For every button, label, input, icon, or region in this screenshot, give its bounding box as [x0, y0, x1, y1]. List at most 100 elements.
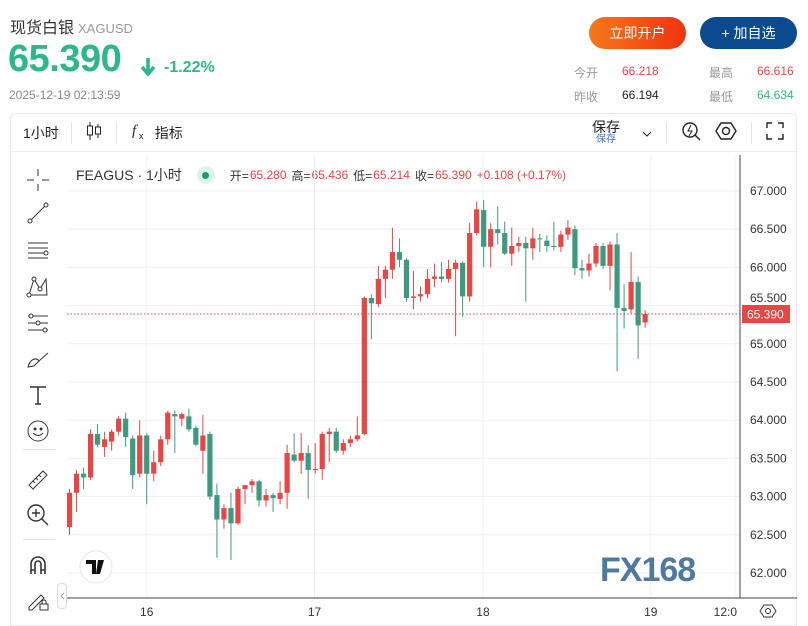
- tradingview-logo-mark: [86, 560, 104, 574]
- divider: [23, 539, 55, 540]
- high-value: 66.616: [757, 64, 794, 78]
- text-icon[interactable]: [25, 382, 51, 408]
- candle-body: [193, 427, 199, 445]
- divider: [751, 121, 752, 144]
- candle-body: [235, 488, 241, 524]
- pattern-icon[interactable]: [25, 274, 51, 300]
- candle-type-icon[interactable]: [86, 121, 102, 144]
- candle-body: [340, 443, 346, 451]
- save-button[interactable]: 保存 保存: [592, 120, 620, 145]
- interval-button[interactable]: 1小时: [23, 124, 59, 141]
- timestamp: 2025-12-19 02:13:59: [9, 88, 121, 102]
- y-tick-label: 63.000: [750, 490, 787, 504]
- candle-body: [467, 233, 473, 297]
- candle-body: [87, 433, 94, 478]
- candle-body: [221, 508, 227, 520]
- add-watchlist-button[interactable]: + 加自选: [700, 17, 797, 49]
- candle-body: [249, 481, 255, 486]
- x-tick-label: 17: [308, 605, 322, 619]
- candle-body: [73, 473, 80, 493]
- chevron-down-icon[interactable]: [642, 125, 652, 141]
- settings-icon[interactable]: [715, 121, 737, 144]
- candle-body: [424, 278, 431, 295]
- candle-body: [94, 433, 101, 445]
- candle-body: [179, 414, 185, 419]
- crosshair-icon[interactable]: [25, 167, 51, 193]
- open-account-button[interactable]: 立即开户: [589, 17, 686, 49]
- brush-icon[interactable]: [25, 346, 51, 372]
- low-value: 64.634: [757, 88, 794, 102]
- candle-body: [137, 435, 143, 474]
- candle-body: [200, 435, 206, 451]
- candle-body: [628, 281, 634, 310]
- zoom-in-icon[interactable]: [25, 502, 51, 528]
- axis-settings-icon[interactable]: [759, 604, 777, 618]
- low-label: 最低: [709, 90, 734, 104]
- candle-body: [326, 431, 332, 434]
- magnet-icon[interactable]: [25, 552, 51, 578]
- candle-body: [214, 495, 220, 520]
- svg-text:x: x: [139, 131, 144, 141]
- candle-body: [460, 262, 466, 297]
- ruler-icon[interactable]: [25, 467, 51, 493]
- candle-body: [445, 268, 452, 279]
- candle-body: [361, 297, 367, 434]
- trend-line-icon[interactable]: [25, 200, 51, 226]
- legend-open: 65.280: [249, 168, 287, 182]
- last-price-badge: [742, 305, 790, 324]
- drawing-toolbar: [11, 155, 67, 626]
- candle-body: [509, 246, 515, 254]
- collapse-toolbar-button[interactable]: [57, 583, 67, 609]
- indicators-button[interactable]: 指标: [154, 124, 183, 141]
- y-tick-label: 65.500: [750, 291, 787, 305]
- y-tick-label: 62.000: [750, 566, 787, 580]
- candle-body: [579, 268, 585, 271]
- candle-body: [263, 495, 269, 501]
- legend-symbol: FEAGUS · 1小时: [76, 167, 182, 183]
- candle-body: [438, 276, 445, 279]
- candlestick-chart[interactable]: 67.000 66.500 66.000 65.500 65.000 64.500 64.0…: [67, 155, 797, 626]
- candle-body: [481, 210, 487, 247]
- svg-text:f: f: [132, 123, 138, 139]
- emoji-icon[interactable]: [25, 418, 51, 444]
- axis-settings-shape: [759, 604, 777, 618]
- candle-body: [417, 294, 424, 297]
- candle-body: [144, 435, 150, 474]
- lock-pencil-icon[interactable]: [25, 587, 51, 613]
- candle-body: [319, 433, 325, 470]
- candle-body: [565, 227, 571, 235]
- candle-body: [270, 495, 276, 499]
- candle-body: [635, 281, 641, 326]
- quick-search-icon[interactable]: [681, 121, 701, 144]
- candle-body: [410, 296, 417, 298]
- candle-body: [312, 469, 318, 471]
- candle-body: [642, 314, 648, 323]
- save-sub-label: 保存: [596, 133, 616, 145]
- candle-body: [67, 492, 73, 528]
- x-tick-label: 16: [140, 605, 154, 619]
- candle-body: [242, 485, 248, 489]
- horizontal-lines-icon[interactable]: [25, 237, 51, 263]
- fullscreen-icon[interactable]: [766, 122, 784, 143]
- candle-body: [333, 431, 339, 451]
- legend-close: 65.390: [434, 168, 472, 182]
- prev-close-label: 昨收: [574, 90, 599, 104]
- tradingview-logo: [79, 550, 113, 584]
- divider: [23, 449, 55, 450]
- candle-body: [600, 246, 606, 266]
- candle-body: [305, 453, 311, 470]
- y-tick-label: 63.500: [750, 451, 787, 465]
- candle-body: [347, 439, 353, 444]
- candle-body: [228, 508, 234, 524]
- y-tick-label: 67.000: [750, 184, 787, 198]
- y-tick-label: 66.500: [750, 222, 787, 236]
- fib-icon[interactable]: [25, 310, 51, 336]
- candle-body: [284, 453, 290, 493]
- candle-body: [551, 246, 557, 248]
- candle-body: [502, 233, 508, 254]
- candle-body: [614, 244, 620, 308]
- candle-body: [130, 438, 136, 476]
- high-label: 最高: [709, 66, 734, 80]
- save-label: 保存: [592, 118, 620, 135]
